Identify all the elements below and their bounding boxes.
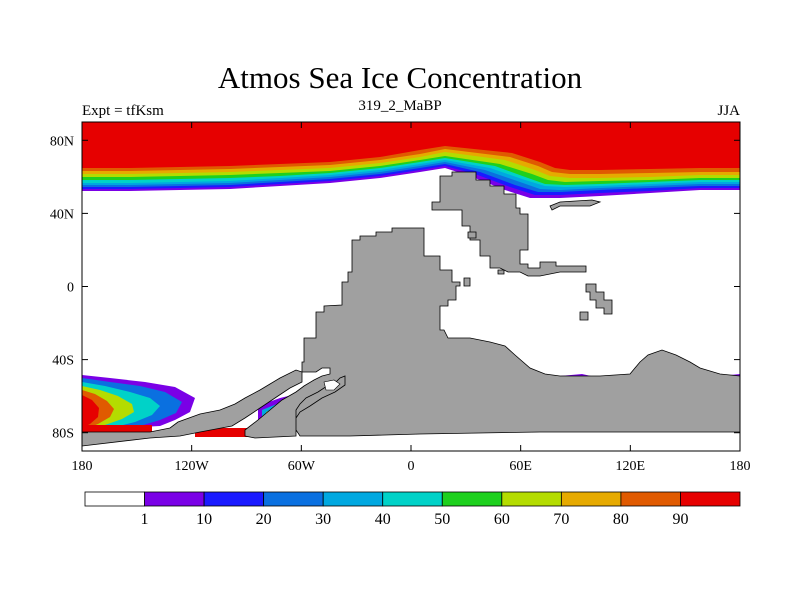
x-tick-label: 60E	[509, 459, 532, 474]
colorbar-label: 10	[196, 511, 212, 528]
colorbar: 1 10 20 30 40 50 60 70 80 90	[84, 491, 741, 528]
land-small-3	[497, 269, 505, 275]
x-tick-label: 0	[408, 459, 415, 474]
colorbar-label: 80	[613, 511, 629, 528]
land-small-1	[467, 231, 477, 239]
map-title: Atmos Sea Ice Concentration	[217, 60, 583, 95]
y-tick-label: 40S	[52, 354, 74, 369]
colorbar-label: 1	[141, 511, 149, 528]
colorbar-label: 90	[672, 511, 688, 528]
colorbar-label: 60	[494, 511, 510, 528]
axis-tick-labels: 180 120W 60W 0 60E 120E 180 80N 40N 0 40S 80S	[50, 134, 751, 474]
ocean-holes	[323, 379, 341, 391]
land-north-strip	[549, 199, 602, 211]
land-island	[579, 311, 589, 321]
season-label: JJA	[717, 103, 740, 119]
land-antarctica-left	[82, 369, 303, 447]
y-tick-label: 0	[67, 281, 74, 296]
colorbar-swatch	[620, 491, 681, 507]
colorbar-swatch	[441, 491, 503, 507]
colorbar-swatch	[84, 491, 145, 507]
map-plot-area	[82, 122, 740, 447]
colorbar-swatch	[382, 491, 443, 507]
axis-ticks	[81, 122, 741, 451]
colorbar-swatch	[560, 491, 622, 507]
colorbar-label: 30	[315, 511, 331, 528]
land	[82, 171, 740, 447]
y-tick-label: 80S	[52, 427, 74, 442]
x-tick-label: 180	[730, 459, 751, 474]
y-tick-label: 40N	[50, 207, 74, 222]
colorbar-label: 40	[375, 511, 391, 528]
colorbar-swatch	[203, 491, 265, 507]
colorbar-label: 50	[434, 511, 450, 528]
x-tick-label: 120E	[616, 459, 646, 474]
antarctic-sea-ice-pacific	[82, 375, 195, 432]
colorbar-swatch	[680, 491, 741, 507]
experiment-label: Expt = tfKsm	[82, 103, 164, 119]
time-label: 319_2_MaBP	[358, 98, 442, 114]
ocean-hole-1	[323, 379, 341, 391]
y-tick-label: 80N	[50, 134, 74, 149]
land-india	[585, 283, 613, 315]
colorbar-swatch	[144, 491, 205, 507]
ice-sw-90	[82, 395, 99, 428]
x-tick-label: 180	[72, 459, 93, 474]
ice-ross-strip	[195, 428, 255, 437]
land-north-america	[244, 227, 740, 439]
x-tick-label: 60W	[288, 459, 316, 474]
colorbar-label: 70	[553, 511, 569, 528]
arctic-sea-ice	[82, 122, 740, 198]
x-tick-label: 120W	[175, 459, 210, 474]
ice-sw-strip	[82, 425, 152, 432]
colorbar-label: 20	[256, 511, 272, 528]
colorbar-swatch	[322, 491, 384, 507]
land-small-2	[463, 277, 471, 287]
colorbar-swatch	[263, 491, 324, 507]
colorbar-swatch	[501, 491, 562, 507]
ice-band-90	[82, 122, 740, 170]
land-eurasia	[431, 171, 587, 277]
